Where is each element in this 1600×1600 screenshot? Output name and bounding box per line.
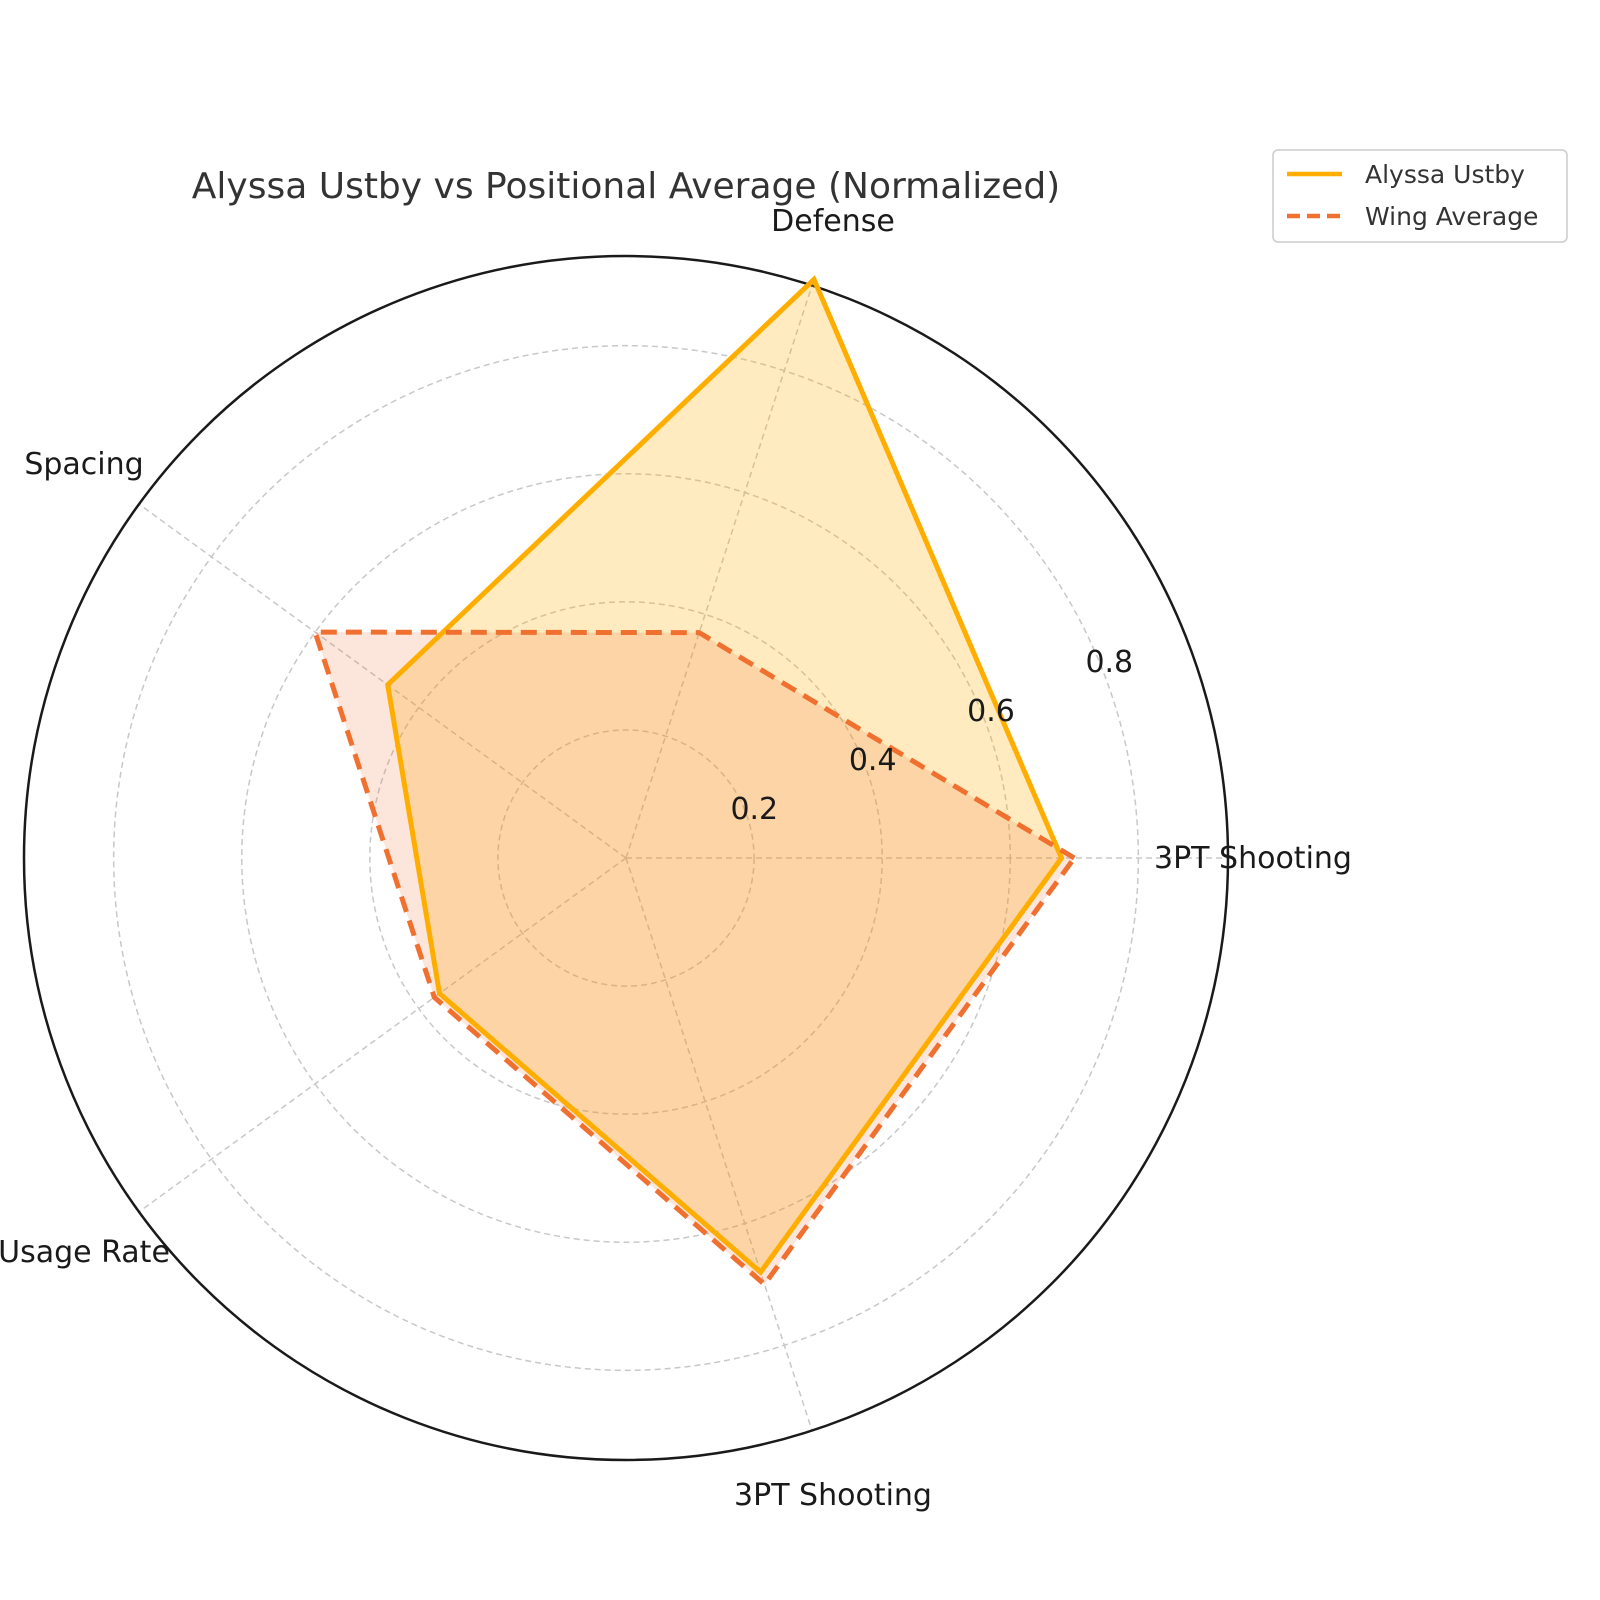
spoke-4: [138, 857, 627, 1213]
grid-ring-2: [369, 601, 883, 1115]
series-area-wing-average: [315, 632, 1075, 1285]
legend-label-wing-average: Wing Average: [1365, 202, 1538, 231]
radial-tick-label: 0.2: [730, 792, 778, 827]
grid-ring-1: [497, 729, 755, 987]
legend: Alyssa Ustby Wing Average: [1272, 149, 1568, 243]
axis-label-defense: Defense: [771, 204, 895, 239]
series-line-wing-average: [311, 629, 1078, 1289]
radial-tick-labels: 0.2 0.4 0.6 0.8: [730, 645, 1133, 827]
legend-label-alyssa-ustby: Alyssa Ustby: [1365, 160, 1525, 189]
chart-title: Alyssa Ustby vs Positional Average (Norm…: [192, 166, 1060, 207]
spoke-5: [625, 857, 813, 1431]
axis-label-usage-rate: Usage Rate: [0, 1235, 170, 1270]
axis-label-3pt-shooting: 3PT Shooting: [734, 1478, 932, 1513]
grid-layer: [22, 254, 1230, 1462]
legend-frame: [1272, 149, 1568, 243]
radial-tick-label: 0.4: [849, 743, 897, 778]
spoke-2: [625, 285, 813, 859]
series-line-alyssa-ustby: [385, 275, 1065, 1276]
spoke-3: [138, 503, 627, 859]
outer-ring: [22, 254, 1230, 1462]
series-layer: [311, 275, 1078, 1289]
axis-label-3pt-shooting: 3PT Shooting: [1154, 841, 1352, 876]
radial-tick-label: 0.6: [967, 694, 1015, 729]
axis-label-spacing: Spacing: [24, 447, 143, 482]
radial-tick-label: 0.8: [1085, 645, 1133, 680]
axis-labels: 3PT Shooting Defense Spacing Usage Rate 3PT …: [0, 204, 1352, 1513]
